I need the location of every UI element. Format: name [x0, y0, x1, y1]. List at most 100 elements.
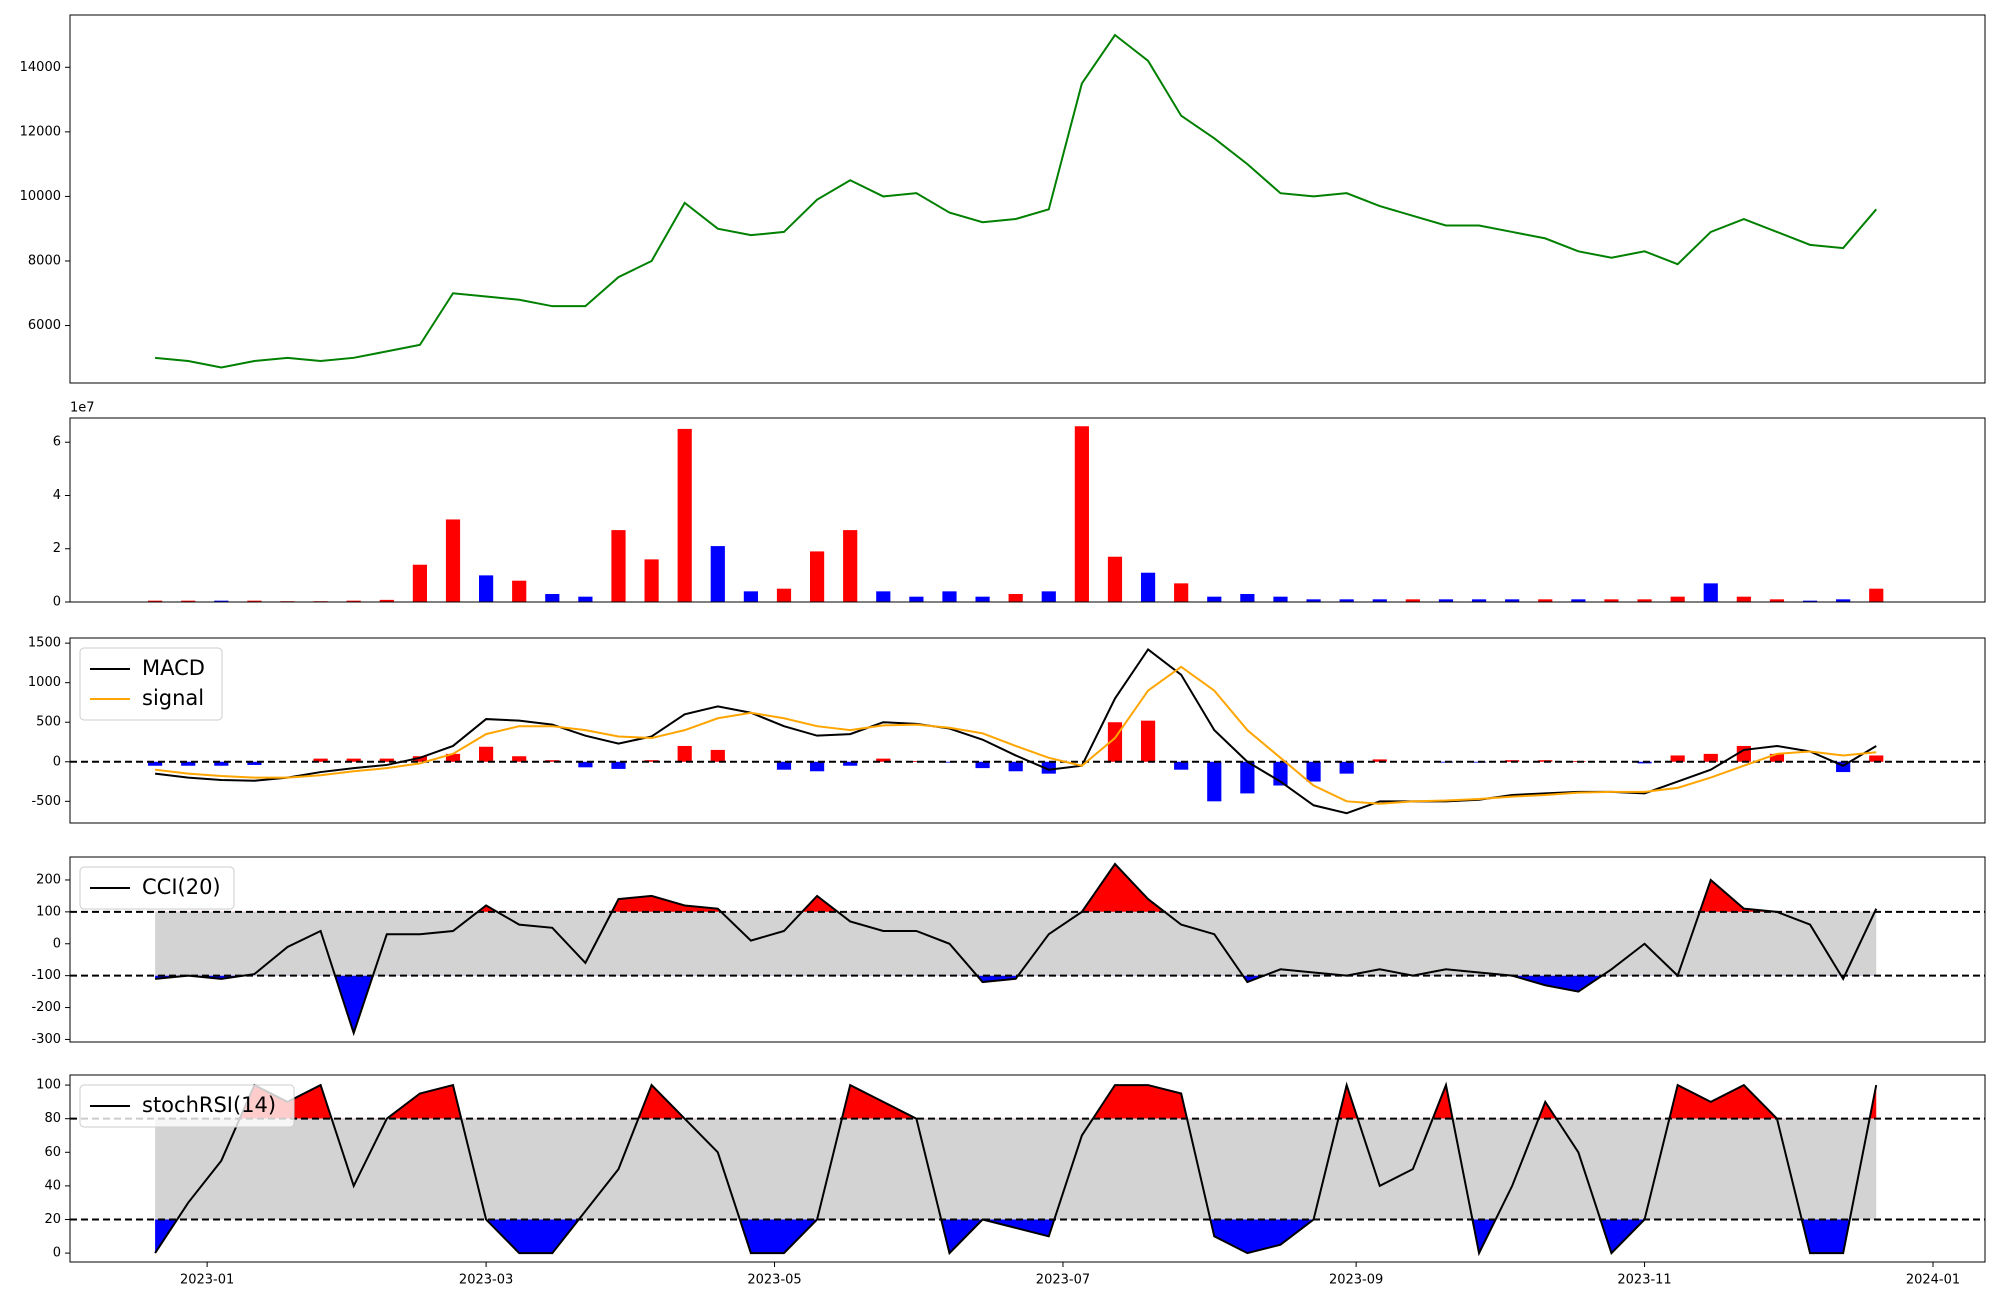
histogram-bar: [876, 758, 891, 762]
volume-bar: [578, 596, 593, 602]
axes-frame: [69, 637, 1986, 824]
panel: 6000 8000 10000 12000 14000: [20, 14, 1986, 384]
volume-bar: [445, 519, 461, 602]
x-tick-label: 2023-05: [747, 1273, 801, 1288]
histogram-bar: [809, 761, 825, 772]
volume-bar: [743, 591, 758, 602]
volume-bar: [214, 600, 229, 602]
y-tick-label: 80: [44, 1111, 61, 1126]
histogram-bar: [1869, 755, 1884, 762]
histogram-bar: [214, 761, 229, 766]
volume-bar: [909, 596, 924, 602]
y-tick-label: 4: [53, 488, 61, 503]
volume-bar: [1273, 596, 1288, 602]
histogram-bar: [611, 761, 626, 769]
volume-bar: [181, 600, 196, 602]
y-tick-label: 0: [53, 936, 61, 951]
axes-frame: [69, 1074, 1986, 1263]
volume-bar: [512, 580, 527, 602]
volume-bar: [1041, 591, 1056, 602]
y-tick-label: 0: [53, 595, 61, 610]
panel: -300 -200 -100 0 100 200 CCI(20): [31, 856, 1986, 1047]
volume-bar: [148, 600, 163, 602]
y-tick-label: 8000: [28, 253, 61, 268]
volume-bar: [843, 530, 858, 602]
histogram-bar: [776, 761, 792, 770]
volume-bar: [809, 551, 825, 602]
histogram-bar: [1008, 761, 1023, 772]
y-tick-label: 40: [44, 1178, 61, 1193]
axes-frame: [69, 14, 1986, 384]
histogram-bar: [1703, 753, 1718, 762]
y-tick-label: 12000: [20, 124, 61, 139]
histogram-bar: [412, 756, 427, 762]
x-tick-label: 2023-07: [1036, 1273, 1090, 1288]
volume-bar: [1405, 599, 1420, 602]
y-tick-label: 1000: [28, 675, 61, 690]
legend-label: MACD: [142, 656, 205, 680]
x-tick-label: 2024-01: [1906, 1273, 1960, 1288]
legend-box: [79, 647, 223, 721]
volume-bar: [1306, 599, 1321, 602]
plot-area: [70, 648, 1985, 815]
histogram-bar: [545, 760, 560, 762]
axes-frame: [69, 417, 1986, 603]
volume-bar: [1736, 596, 1751, 602]
volume-bar: [1670, 596, 1685, 602]
histogram-bar: [710, 749, 725, 762]
volume-bar: [1240, 594, 1255, 602]
histogram-bar: [1372, 759, 1387, 762]
histogram-bar: [677, 745, 692, 762]
offset-text: 1e7: [70, 401, 95, 416]
histogram-bar: [313, 758, 328, 762]
x-tick-label: 2023-09: [1329, 1273, 1383, 1288]
volume-bar: [545, 594, 560, 602]
x-tick-label: 2023-03: [459, 1273, 513, 1288]
volume-bar: [1802, 600, 1818, 602]
histogram-bar: [479, 746, 494, 762]
volume-bar: [1107, 556, 1123, 602]
legend-label: signal: [142, 686, 204, 710]
volume-bar: [1174, 583, 1189, 602]
volume-bar: [346, 600, 361, 602]
band-fill: [155, 1118, 1877, 1220]
series-line: [154, 665, 1877, 805]
y-tick-label: 6: [53, 435, 61, 450]
volume-bar: [776, 588, 792, 602]
plot-area: [70, 1081, 1985, 1257]
legend: CCI(20): [79, 866, 235, 910]
y-tick-label: 500: [36, 715, 61, 730]
upper-fill: [155, 1085, 1877, 1119]
volume-bar: [1538, 599, 1553, 602]
histogram-bar: [1836, 761, 1851, 773]
histogram-bar: [578, 761, 593, 768]
panel: 0 2 4 6 1e7: [53, 401, 1986, 610]
histogram-bar: [1306, 761, 1321, 782]
panel: -500 0 500 1000 1500 MACD signal: [28, 636, 1986, 824]
volume-bar: [412, 564, 427, 602]
histogram-bar: [1769, 753, 1785, 762]
y-tick-label: -200: [31, 1000, 61, 1015]
histogram-bar: [181, 761, 196, 766]
y-tick-label: 2: [53, 541, 61, 556]
histogram-bar: [1339, 761, 1354, 774]
volume-bar: [644, 559, 659, 602]
band-fill: [155, 911, 1877, 976]
legend-box: [79, 866, 235, 910]
volume-bar: [379, 599, 394, 602]
volume-bar: [479, 575, 494, 602]
histogram-bar: [445, 753, 461, 762]
y-tick-label: -300: [31, 1032, 61, 1047]
y-tick-label: 0: [53, 1246, 61, 1261]
volume-bar: [1604, 599, 1619, 602]
volume-bar: [1571, 599, 1586, 602]
axes-frame: [69, 856, 1986, 1043]
legend-label: CCI(20): [142, 875, 221, 899]
y-tick-label: 100: [36, 904, 61, 919]
volume-bar: [975, 596, 990, 602]
volume-bar: [1703, 583, 1718, 602]
histogram-bar: [909, 760, 924, 762]
histogram-bar: [1207, 761, 1222, 802]
volume-bar: [1471, 599, 1487, 602]
